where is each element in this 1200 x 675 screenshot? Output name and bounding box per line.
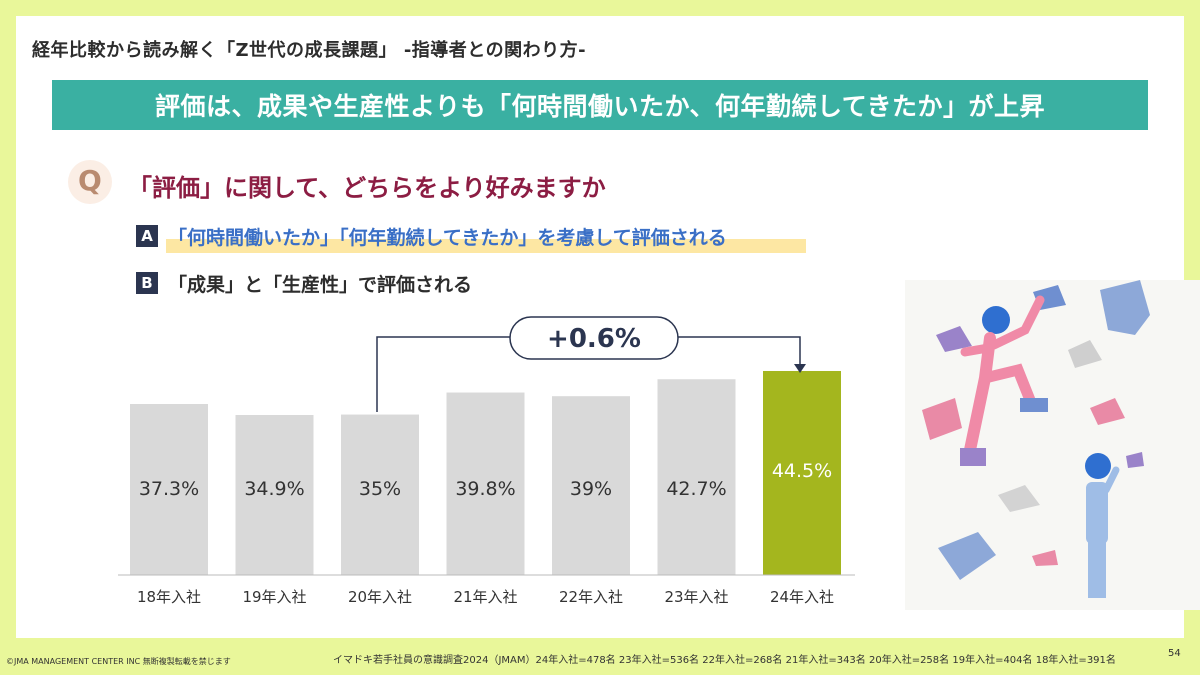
observer-body bbox=[1086, 482, 1108, 544]
bar-6 bbox=[763, 370, 841, 575]
bar-value-label-5: 42.7% bbox=[666, 478, 726, 500]
bar-2 bbox=[341, 414, 419, 575]
climbing-hold-gray bbox=[1068, 340, 1102, 368]
climbing-hold-purple bbox=[936, 326, 972, 352]
climbing-hold-pink-right bbox=[1090, 398, 1125, 425]
bar-1 bbox=[235, 415, 314, 575]
climber-leg bbox=[979, 363, 1036, 406]
bar-5 bbox=[657, 379, 736, 575]
annotation-arrowhead bbox=[794, 364, 806, 373]
annotation-box bbox=[509, 316, 679, 360]
bar-4 bbox=[552, 396, 630, 575]
bar-0 bbox=[130, 404, 208, 575]
category-label-0: 18年入社 bbox=[137, 588, 201, 606]
bar-value-label-3: 39.8% bbox=[455, 478, 515, 500]
observer-head bbox=[1085, 453, 1111, 479]
q-letter: Q bbox=[78, 164, 102, 197]
climbing-hold-blue-bottom bbox=[938, 532, 996, 580]
climbing-hold-blue-large bbox=[1100, 280, 1150, 335]
climbing-hold-gray-2 bbox=[998, 485, 1040, 512]
bar-3 bbox=[446, 392, 525, 575]
source-note: イマドキ若手社員の意識調査2024（JMAM）24年入社=478名 23年入社=… bbox=[333, 655, 1116, 666]
bar-value-label-1: 34.9% bbox=[244, 478, 304, 500]
annotation-label: +0.6% bbox=[547, 324, 641, 354]
category-label-1: 19年入社 bbox=[242, 588, 306, 606]
option-a-key: A bbox=[136, 225, 158, 247]
climber-foothold-2 bbox=[1020, 398, 1048, 412]
option-b-key: B bbox=[136, 272, 158, 294]
climber-arm-left bbox=[960, 343, 993, 357]
climbing-hold-pink bbox=[922, 398, 962, 440]
q-badge bbox=[68, 160, 112, 204]
climber-arm bbox=[989, 295, 1045, 350]
question-text: 「評価」に関して、どちらをより好みますか bbox=[128, 174, 606, 202]
climber-head bbox=[982, 306, 1010, 334]
category-label-4: 22年入社 bbox=[559, 588, 623, 606]
breadcrumb: 経年比較から読み解く「Z世代の成長課題」 -指導者との関わり方- bbox=[32, 40, 587, 61]
climbing-illustration bbox=[905, 280, 1200, 610]
climbing-hold-purple-2 bbox=[1126, 452, 1144, 468]
option-a-label: 「何時間働いたか」「何年勤続してきたか」を考慮して評価される bbox=[168, 227, 727, 249]
page-number: 54 bbox=[1168, 648, 1181, 659]
copyright: ©JMA MANAGEMENT CENTER INC 無断複製転載を禁じます bbox=[6, 657, 231, 666]
observer-legs bbox=[1088, 540, 1106, 598]
category-label-5: 23年入社 bbox=[664, 588, 728, 606]
bar-value-label-0: 37.3% bbox=[139, 478, 199, 500]
category-label-3: 21年入社 bbox=[453, 588, 517, 606]
category-label-6: 24年入社 bbox=[770, 588, 834, 606]
headline-banner: 評価は、成果や生産性よりも「何時間働いたか、何年勤続してきたか」が上昇 bbox=[52, 80, 1148, 130]
bar-value-label-2: 35% bbox=[359, 478, 401, 500]
bar-value-label-6: 44.5% bbox=[772, 460, 832, 482]
option-a-highlight bbox=[166, 239, 806, 253]
climbing-hold-pink-small bbox=[1032, 550, 1058, 566]
bar-value-label-4: 39% bbox=[570, 478, 612, 500]
category-label-2: 20年入社 bbox=[348, 588, 412, 606]
option-b-label: 「成果」と「生産性」で評価される bbox=[168, 274, 473, 296]
climber-foothold bbox=[960, 448, 986, 466]
observer-arm bbox=[1102, 466, 1120, 494]
